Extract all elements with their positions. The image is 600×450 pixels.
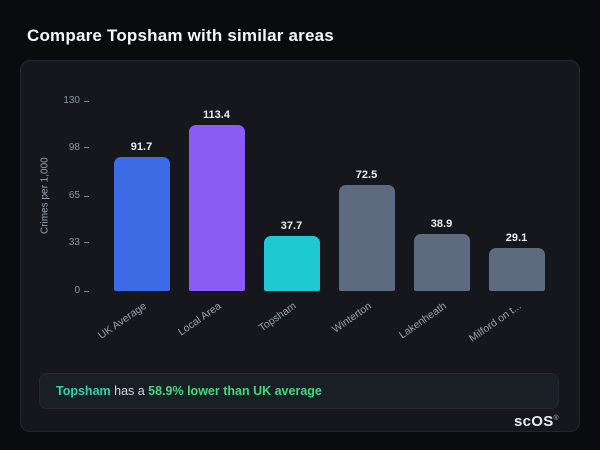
bar-rect[interactable] xyxy=(113,156,170,291)
x-axis-label: Local Area xyxy=(175,300,224,339)
x-axis-label: Winterton xyxy=(329,300,374,336)
bar-value-label: 37.7 xyxy=(280,219,303,232)
bar-value-label: 38.9 xyxy=(430,218,453,231)
bar-topsham[interactable]: 37.7 Topsham xyxy=(257,101,320,334)
scos-logo-text: scOS xyxy=(513,413,554,430)
x-axis-label: Lakenheath xyxy=(396,300,449,342)
footer-highlight: 58.9% lower than UK average xyxy=(148,384,322,398)
bar-rect[interactable] xyxy=(188,125,245,291)
x-axis-label: Topsham xyxy=(256,300,299,335)
y-axis: 0 33 65 98 130 xyxy=(55,96,91,296)
bar-value-label: 29.1 xyxy=(505,232,528,245)
y-tick-65: 65 xyxy=(69,191,89,201)
footer-note: Topsham has a 58.9% lower than UK averag… xyxy=(39,373,559,409)
bar-uk-average[interactable]: 91.7 UK Average xyxy=(96,101,170,342)
bar-winterton[interactable]: 72.5 Winterton xyxy=(330,101,395,336)
x-axis-label: Milford on t... xyxy=(466,300,524,345)
x-axis-label: UK Average xyxy=(95,300,149,342)
bar-chart: Crimes per 1,000 0 33 65 98 130 91.7 UK Avera… xyxy=(35,96,565,359)
y-tick-130: 130 xyxy=(63,96,89,106)
bar-lakenheath[interactable]: 38.9 Lakenheath xyxy=(397,101,470,341)
chart-card: Crimes per 1,000 0 33 65 98 130 91.7 UK Avera… xyxy=(20,60,580,432)
bar-local-area[interactable]: 113.4 Local Area xyxy=(176,101,245,338)
bar-rect[interactable] xyxy=(413,234,470,291)
y-axis-label: Crimes per 1,000 xyxy=(39,157,51,235)
bar-value-label: 72.5 xyxy=(355,169,378,182)
y-tick-98: 98 xyxy=(69,142,89,153)
bar-rect[interactable] xyxy=(338,185,395,291)
plot-area: 0 33 65 98 130 91.7 UK Average 113.4 Local Area… xyxy=(55,96,565,345)
footer-connector: has a xyxy=(110,384,149,398)
bar-value-label: 91.7 xyxy=(130,140,153,153)
registered-mark: ® xyxy=(553,415,559,422)
y-tick-0: 0 xyxy=(74,286,89,296)
bar-value-label: 113.4 xyxy=(203,109,230,122)
page-title: Compare Topsham with similar areas xyxy=(27,26,334,45)
bars: 91.7 UK Average 113.4 Local Area 37.7 Topsham… xyxy=(96,101,561,345)
scos-logo: scOS® xyxy=(514,413,559,430)
bar-rect[interactable] xyxy=(488,248,545,291)
bar-rect[interactable] xyxy=(263,235,320,291)
bar-milford-on-t[interactable]: 29.1 Milford on t... xyxy=(467,101,545,345)
footer-subject: Topsham xyxy=(56,384,111,398)
y-tick-33: 33 xyxy=(69,237,89,248)
